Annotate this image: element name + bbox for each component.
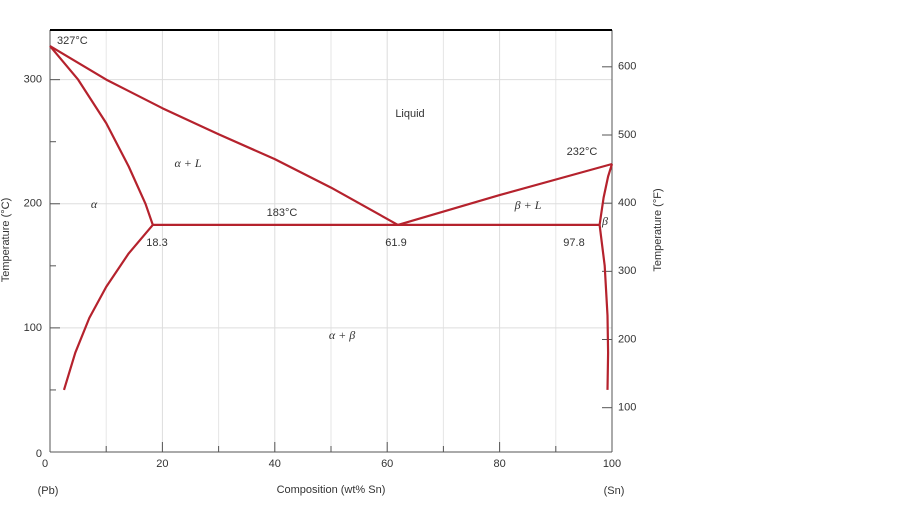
phase-boundary [598,224,610,390]
annotation: β + L [514,198,542,212]
annotation: 232°C [567,146,598,158]
x-tick-label: 60 [381,458,393,470]
annotation: 61.9 [385,237,406,249]
y2-tick-label: 400 [618,197,636,209]
annotation: (Sn) [604,485,625,497]
annotation: 183°C [267,207,298,219]
annotation: 18.3 [146,237,167,249]
y2-tick-label: 100 [618,402,636,414]
x-tick-label: 20 [156,458,168,470]
phase-boundary [49,45,154,226]
y2-tick-label: 300 [618,265,636,277]
y2-axis-label: Temperature (°F) [652,188,664,271]
y2-tick-label: 200 [618,333,636,345]
phase-boundary [598,163,614,226]
y-tick-label: 200 [24,198,42,210]
phase-boundary [49,45,399,226]
x-tick-label: 0 [42,458,48,470]
annotation: α + L [174,156,201,170]
x-tick-label: 80 [493,458,505,470]
y2-tick-label: 600 [618,61,636,73]
phase-boundary [62,224,154,391]
annotation: Liquid [395,108,424,120]
annotation: 97.8 [563,237,584,249]
x-tick-label: 100 [603,458,621,470]
x-tick-label: 40 [269,458,281,470]
phase-boundary [397,162,613,226]
annotation: β [601,214,608,228]
y-tick-label: 0 [36,448,42,460]
x-axis-label: Composition (wt% Sn) [277,484,386,496]
annotation: 327°C [57,35,88,47]
y-tick-label: 100 [24,322,42,334]
annotation: α [91,197,98,211]
annotation: α + β [329,328,355,342]
y2-tick-label: 500 [618,129,636,141]
annotation: (Pb) [38,485,59,497]
y-axis-label: Temperature (°C) [0,198,12,282]
y-tick-label: 300 [24,74,42,86]
